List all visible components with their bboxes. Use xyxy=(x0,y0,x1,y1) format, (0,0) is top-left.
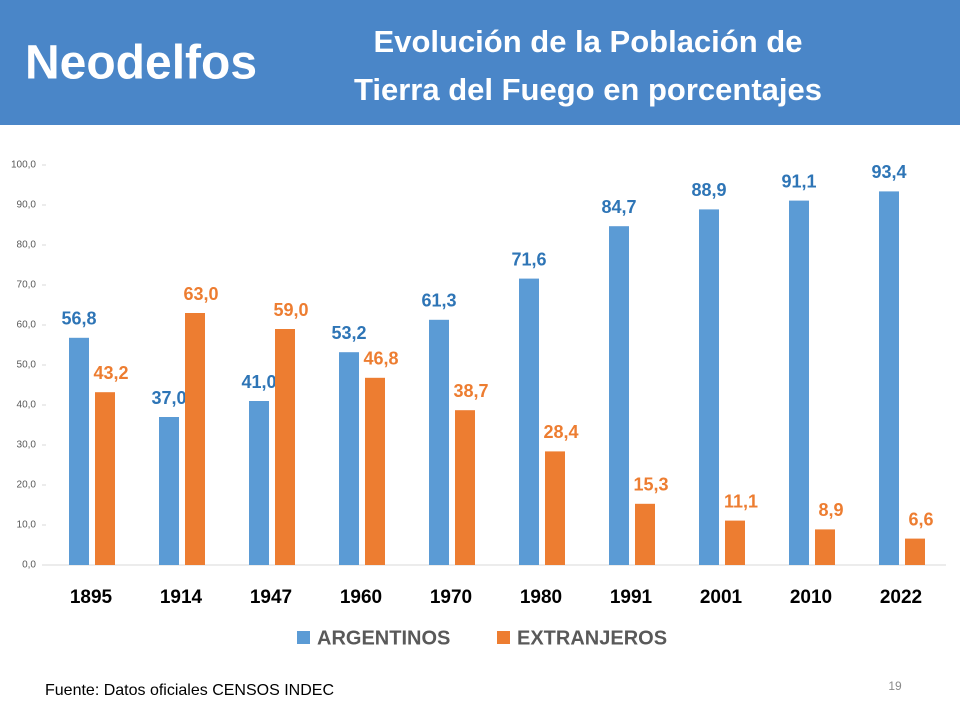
source: Fuente: Datos oficiales CENSOS INDEC xyxy=(45,682,334,699)
value-label: 37,0 xyxy=(151,388,186,408)
value-label: 93,4 xyxy=(871,162,906,182)
y-tick-label: 100,0 xyxy=(11,160,36,171)
brand: Neodelfos xyxy=(25,37,257,90)
bar xyxy=(905,538,925,565)
bar xyxy=(455,410,475,565)
bar xyxy=(249,401,269,565)
value-label: 46,8 xyxy=(363,349,398,369)
y-tick-label: 50,0 xyxy=(17,360,37,371)
bar xyxy=(69,337,89,565)
value-label: 53,2 xyxy=(331,323,366,343)
bar xyxy=(275,329,295,565)
bar xyxy=(879,191,899,565)
bar xyxy=(339,352,359,565)
x-tick-label: 1970 xyxy=(430,587,472,608)
value-label: 63,0 xyxy=(183,284,218,304)
bar xyxy=(815,529,835,565)
y-tick-label: 90,0 xyxy=(17,200,37,211)
value-label: 38,7 xyxy=(453,381,488,401)
page-number: 19 xyxy=(888,679,902,693)
bar xyxy=(699,209,719,565)
value-label: 88,9 xyxy=(691,180,726,200)
x-tick-label: 2001 xyxy=(700,587,743,608)
y-tick-label: 60,0 xyxy=(17,320,37,331)
bar xyxy=(789,200,809,565)
bar xyxy=(609,226,629,565)
legend-label: EXTRANJEROS xyxy=(517,627,667,649)
y-tick-label: 0,0 xyxy=(22,560,36,571)
value-label: 56,8 xyxy=(61,309,96,329)
value-label: 43,2 xyxy=(93,363,128,383)
bar xyxy=(185,313,205,565)
y-tick-label: 20,0 xyxy=(17,480,37,491)
x-tick-label: 1914 xyxy=(160,587,203,608)
value-label: 41,0 xyxy=(241,372,276,392)
bar xyxy=(365,377,385,565)
value-label: 6,6 xyxy=(908,509,933,529)
value-label: 11,1 xyxy=(724,491,758,511)
value-label: 91,1 xyxy=(781,171,816,191)
x-tick-label: 2010 xyxy=(790,587,832,608)
bar xyxy=(519,278,539,565)
bar xyxy=(725,520,745,565)
legend-swatch xyxy=(297,631,310,644)
y-tick-label: 10,0 xyxy=(17,520,37,531)
x-tick-label: 1960 xyxy=(340,587,382,608)
bar xyxy=(635,503,655,565)
title-line: Tierra del Fuego en porcentajes xyxy=(354,72,822,107)
value-label: 8,9 xyxy=(818,500,843,520)
bar xyxy=(429,319,449,565)
x-tick-label: 1895 xyxy=(70,587,113,608)
value-label: 71,6 xyxy=(511,249,546,269)
x-tick-label: 1947 xyxy=(250,587,292,608)
y-tick-label: 40,0 xyxy=(17,400,37,411)
x-tick-label: 1991 xyxy=(610,587,653,608)
title-line: Evolución de la Población de xyxy=(374,24,803,59)
header-band xyxy=(0,0,960,125)
value-label: 84,7 xyxy=(601,197,636,217)
x-tick-label: 2022 xyxy=(880,587,922,608)
y-tick-label: 30,0 xyxy=(17,440,37,451)
legend-swatch xyxy=(497,631,510,644)
value-label: 61,3 xyxy=(421,291,456,311)
legend-label: ARGENTINOS xyxy=(317,627,450,649)
bar xyxy=(95,392,115,565)
value-label: 28,4 xyxy=(543,422,578,442)
x-tick-label: 1980 xyxy=(520,587,562,608)
bar xyxy=(545,451,565,565)
y-tick-label: 80,0 xyxy=(17,240,37,251)
value-label: 15,3 xyxy=(633,475,668,495)
bar xyxy=(159,417,179,565)
y-tick-label: 70,0 xyxy=(17,280,37,291)
value-label: 59,0 xyxy=(273,300,308,320)
